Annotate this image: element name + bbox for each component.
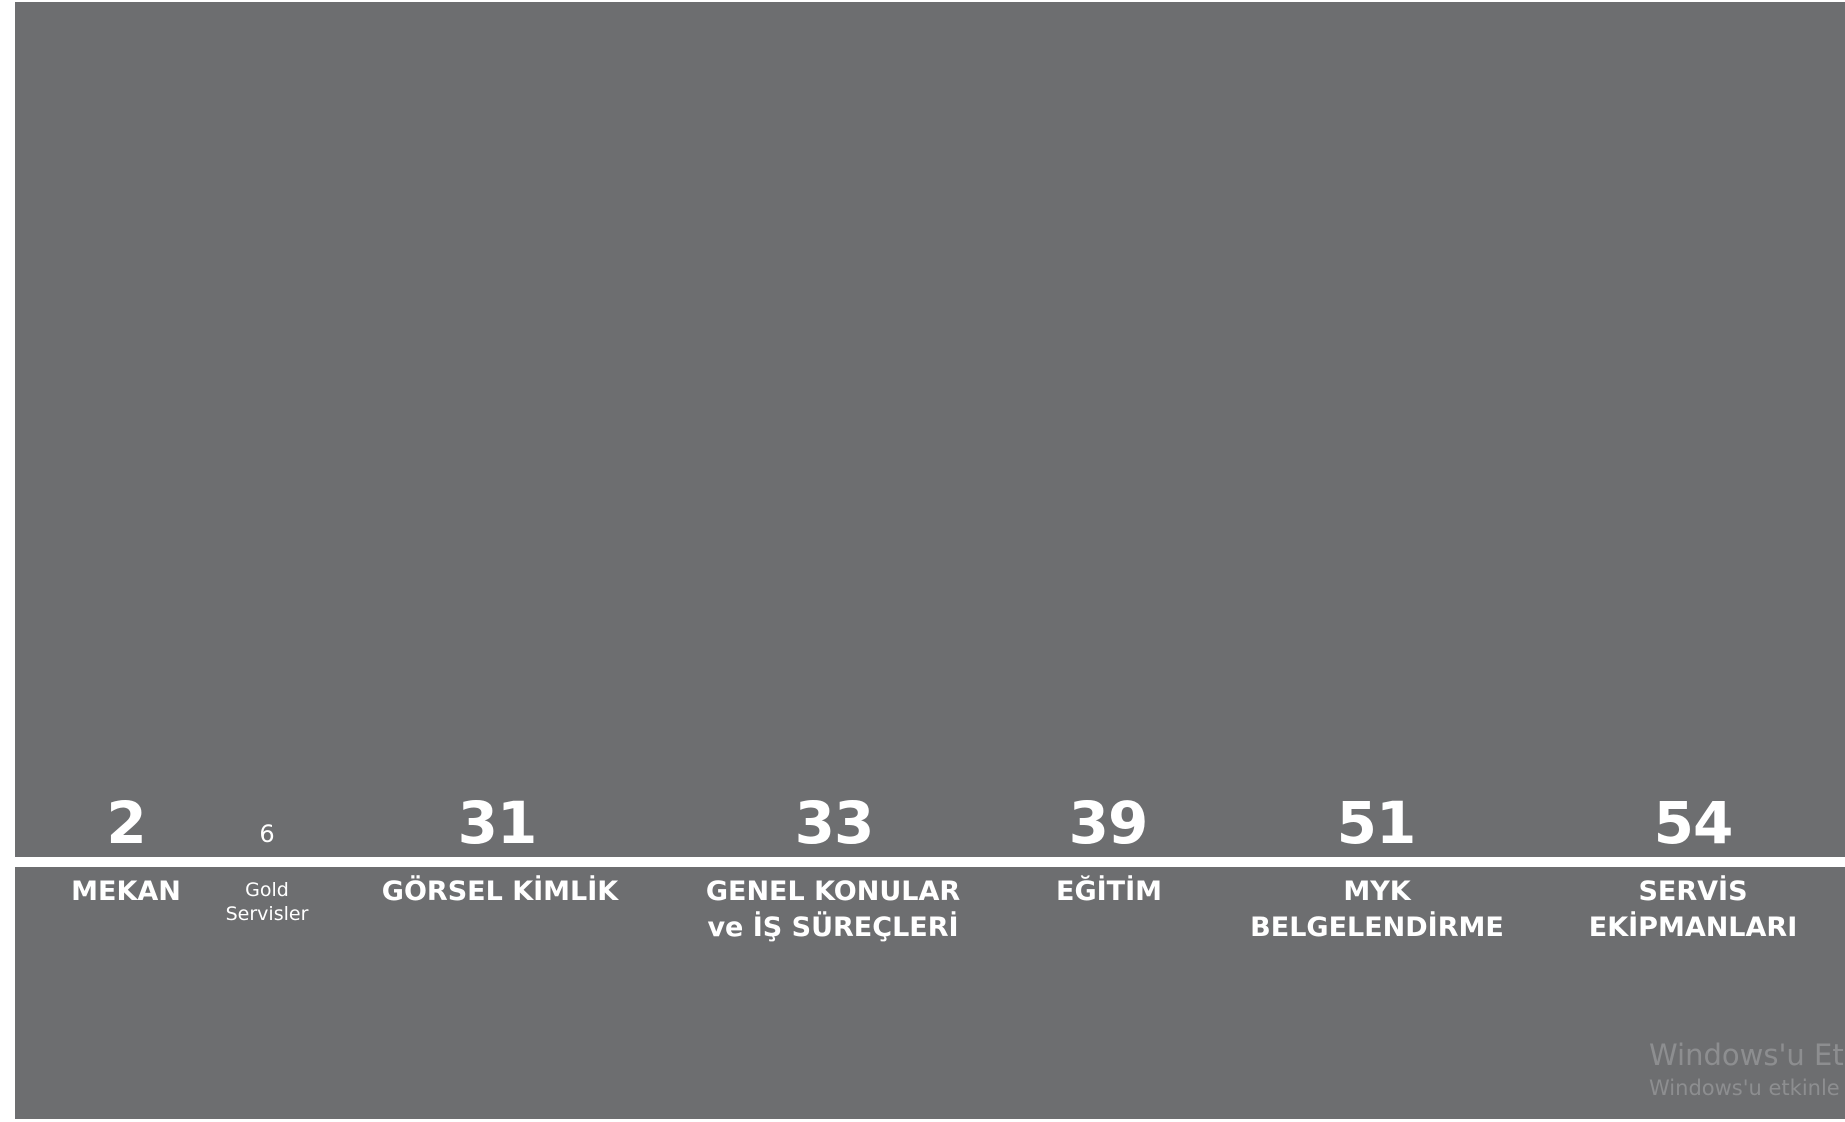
section-label-gold-line2: Servisler: [225, 903, 309, 925]
section-number-genel-konular: 33: [794, 789, 875, 857]
section-label-genel-konular: GENEL KONULAR ve İŞ SÜREÇLERİ: [706, 874, 960, 946]
section-label-mekan: MEKAN: [71, 876, 181, 907]
watermark-subtitle: Windows'u etkinle: [1649, 1076, 1840, 1100]
section-label-gorsel-kimlik: GÖRSEL KİMLİK: [381, 876, 619, 907]
section-number-mekan: 2: [106, 789, 146, 857]
section-label-gold-servisler: Gold Servisler: [226, 878, 309, 926]
section-label-genel-line1: GENEL KONULAR: [705, 876, 961, 907]
slide-canvas: 2 MEKAN 6 Gold Servisler 31 GÖRSEL KİMLİ…: [15, 2, 1845, 1119]
section-label-servis-line1: SERVİS: [1638, 876, 1748, 907]
section-label-genel-line2: ve İŞ SÜREÇLERİ: [707, 912, 959, 943]
section-label-servis-ekipmanlari: SERVİS EKİPMANLARI: [1589, 874, 1798, 946]
horizontal-divider: [15, 857, 1845, 867]
section-label-gold-line1: Gold: [245, 879, 289, 901]
section-label-myk-belgelendirme: MYK BELGELENDİRME: [1250, 874, 1504, 946]
section-label-egitim: EĞİTİM: [1056, 876, 1162, 907]
section-label-servis-line2: EKİPMANLARI: [1588, 912, 1798, 943]
section-number-egitim: 39: [1068, 789, 1149, 857]
section-label-myk-line1: MYK: [1343, 876, 1411, 907]
section-number-gorsel-kimlik: 31: [457, 789, 538, 857]
section-number-myk-belgelendirme: 51: [1336, 789, 1417, 857]
section-label-myk-line2: BELGELENDİRME: [1250, 912, 1504, 943]
section-number-servis-ekipmanlari: 54: [1653, 789, 1734, 857]
section-number-gold-servisler: 6: [259, 820, 275, 848]
watermark-title: Windows'u Et: [1649, 1038, 1844, 1072]
windows-activation-watermark: Windows'u Et Windows'u etkinle: [1649, 1038, 1844, 1102]
